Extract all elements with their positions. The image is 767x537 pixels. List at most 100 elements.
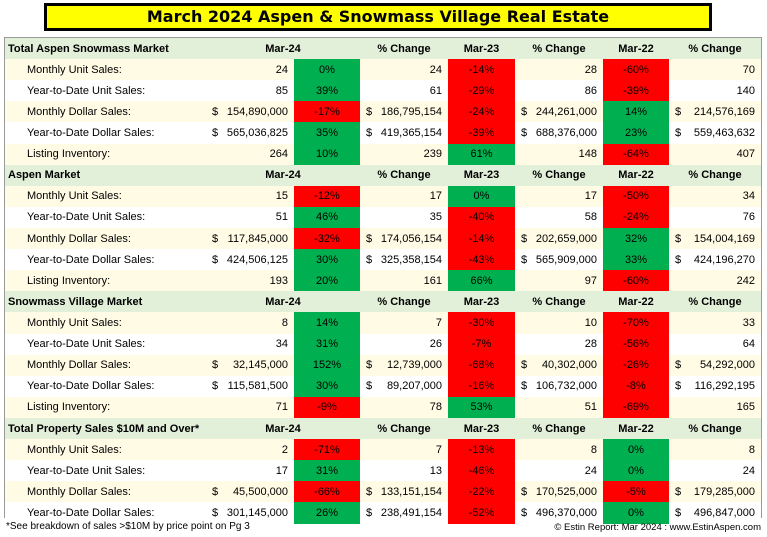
value-cell: 8 [669,439,761,461]
dollar-sign: $ [521,359,528,372]
row-label: Monthly Unit Sales: [5,439,206,461]
row-label: Year-to-Date Dollar Sales: [5,375,206,397]
percent-change-cell: -64% [603,143,669,165]
percent-change-cell: -69% [603,396,669,418]
value-cell: 34 [206,333,294,355]
value-cell: 165 [669,396,761,418]
row-label: Year-to-Date Unit Sales: [5,333,206,355]
dollar-sign: $ [212,380,219,393]
dollar-value-cell: $419,365,154 [360,122,448,144]
percent-change-cell: 31% [294,460,360,482]
dollar-value-cell: $45,500,000 [206,481,294,503]
percent-change-cell: -17% [294,101,360,123]
dollar-value-cell: $54,292,000 [669,354,761,376]
table-row: Listing Inventory: 193 20% 161 66% 97 -60% 242 [5,270,761,292]
section-title: Aspen Market [5,164,206,186]
value-cell: 17 [206,460,294,482]
dollar-value-cell: $115,581,500 [206,375,294,397]
percent-change-cell: -13% [448,439,515,461]
column-header: % Change [360,164,448,186]
dollar-sign: $ [521,485,528,498]
percent-change-cell: 10% [294,143,360,165]
value-cell: 140 [669,80,761,102]
dollar-amount: 496,370,000 [535,506,597,519]
percent-change-cell: 66% [448,270,515,292]
value-cell: 78 [360,396,448,418]
row-label: Monthly Dollar Sales: [5,354,206,376]
dollar-sign: $ [521,380,528,393]
footnote-copyright: © Estin Report: Mar 2024 : www.EstinAspe… [554,522,761,533]
column-header: Mar-22 [603,164,669,186]
percent-change-cell: -56% [603,333,669,355]
table-row: Year-to-Date Unit Sales: 34 31% 26 -7% 28 -56%… [5,333,761,355]
percent-change-cell: 14% [294,312,360,334]
dollar-amount: 89,207,000 [386,380,442,393]
dollar-sign: $ [366,126,373,139]
dollar-sign: $ [366,359,373,372]
percent-change-cell: 20% [294,270,360,292]
dollar-sign: $ [521,126,528,139]
dollar-value-cell: $40,302,000 [515,354,603,376]
dollar-amount: 559,463,632 [693,126,755,139]
column-header: Mar-23 [448,291,515,313]
dollar-amount: 154,004,169 [693,232,755,245]
column-header: Mar-24 [206,291,360,313]
dollar-amount: 688,376,000 [535,126,597,139]
dollar-value-cell: $154,004,169 [669,227,761,250]
section-title: Snowmass Village Market [5,291,206,313]
percent-change-cell: -26% [603,354,669,376]
dollar-sign: $ [212,126,219,139]
percent-change-cell: -39% [603,80,669,102]
section-title: Total Property Sales $10M and Over* [5,417,206,440]
value-cell: 61 [360,80,448,102]
dollar-amount: 106,732,000 [535,380,597,393]
value-cell: 264 [206,143,294,165]
table-row: Monthly Unit Sales: 24 0% 24 -14% 28 -60% 70 [5,59,761,81]
value-cell: 70 [669,59,761,81]
dollar-amount: 419,365,154 [380,126,442,139]
row-label: Year-to-Date Unit Sales: [5,206,206,228]
section-header-row: Aspen Market Mar-24% Change Mar-23% Change… [5,164,761,186]
dollar-value-cell: $565,909,000 [515,249,603,271]
percent-change-cell: -52% [448,502,515,524]
dollar-amount: 214,576,169 [693,105,755,118]
dollar-sign: $ [366,253,373,266]
column-header: % Change [515,38,603,60]
row-label: Monthly Dollar Sales: [5,101,206,123]
column-header: Mar-22 [603,38,669,60]
value-cell: 7 [360,439,448,461]
table-row: Monthly Dollar Sales: $32,145,000 152% $12,… [5,354,761,376]
dollar-value-cell: $106,732,000 [515,375,603,397]
table-row: Monthly Dollar Sales: $117,845,000 -32% $17… [5,227,761,250]
dollar-amount: 174,056,154 [380,232,442,245]
dollar-sign: $ [521,253,528,266]
value-cell: 34 [669,185,761,207]
dollar-amount: 424,506,125 [226,253,288,266]
column-header: % Change [360,291,448,313]
column-header: Mar-23 [448,417,515,440]
percent-change-cell: -24% [448,101,515,123]
dollar-value-cell: $174,056,154 [360,227,448,250]
dollar-sign: $ [366,105,373,118]
percent-change-cell: 53% [448,396,515,418]
dollar-amount: 170,525,000 [535,485,597,498]
row-label: Listing Inventory: [5,396,206,418]
market-stats-table: Total Aspen Snowmass Market Mar-24% Chang… [5,38,761,524]
percent-change-cell: 26% [294,502,360,524]
table-row: Year-to-Date Dollar Sales: $565,036,825 35… [5,122,761,144]
table-row: Year-to-Date Dollar Sales: $115,581,500 30… [5,375,761,397]
footnote-breakdown: *See breakdown of sales >$10M by price p… [6,521,250,532]
value-cell: 7 [360,312,448,334]
dollar-value-cell: $32,145,000 [206,354,294,376]
report-title: March 2024 Aspen & Snowmass Village Real… [44,3,712,31]
column-header: Mar-22 [603,417,669,440]
dollar-sign: $ [521,232,528,245]
dollar-sign: $ [366,506,373,519]
value-cell: 51 [206,206,294,228]
table-row: Year-to-Date Unit Sales: 51 46% 35 -40% 58 -24… [5,206,761,228]
value-cell: 10 [515,312,603,334]
dollar-value-cell: $424,506,125 [206,249,294,271]
dollar-value-cell: $133,151,154 [360,481,448,503]
dollar-amount: 45,500,000 [232,485,288,498]
column-header: % Change [515,164,603,186]
